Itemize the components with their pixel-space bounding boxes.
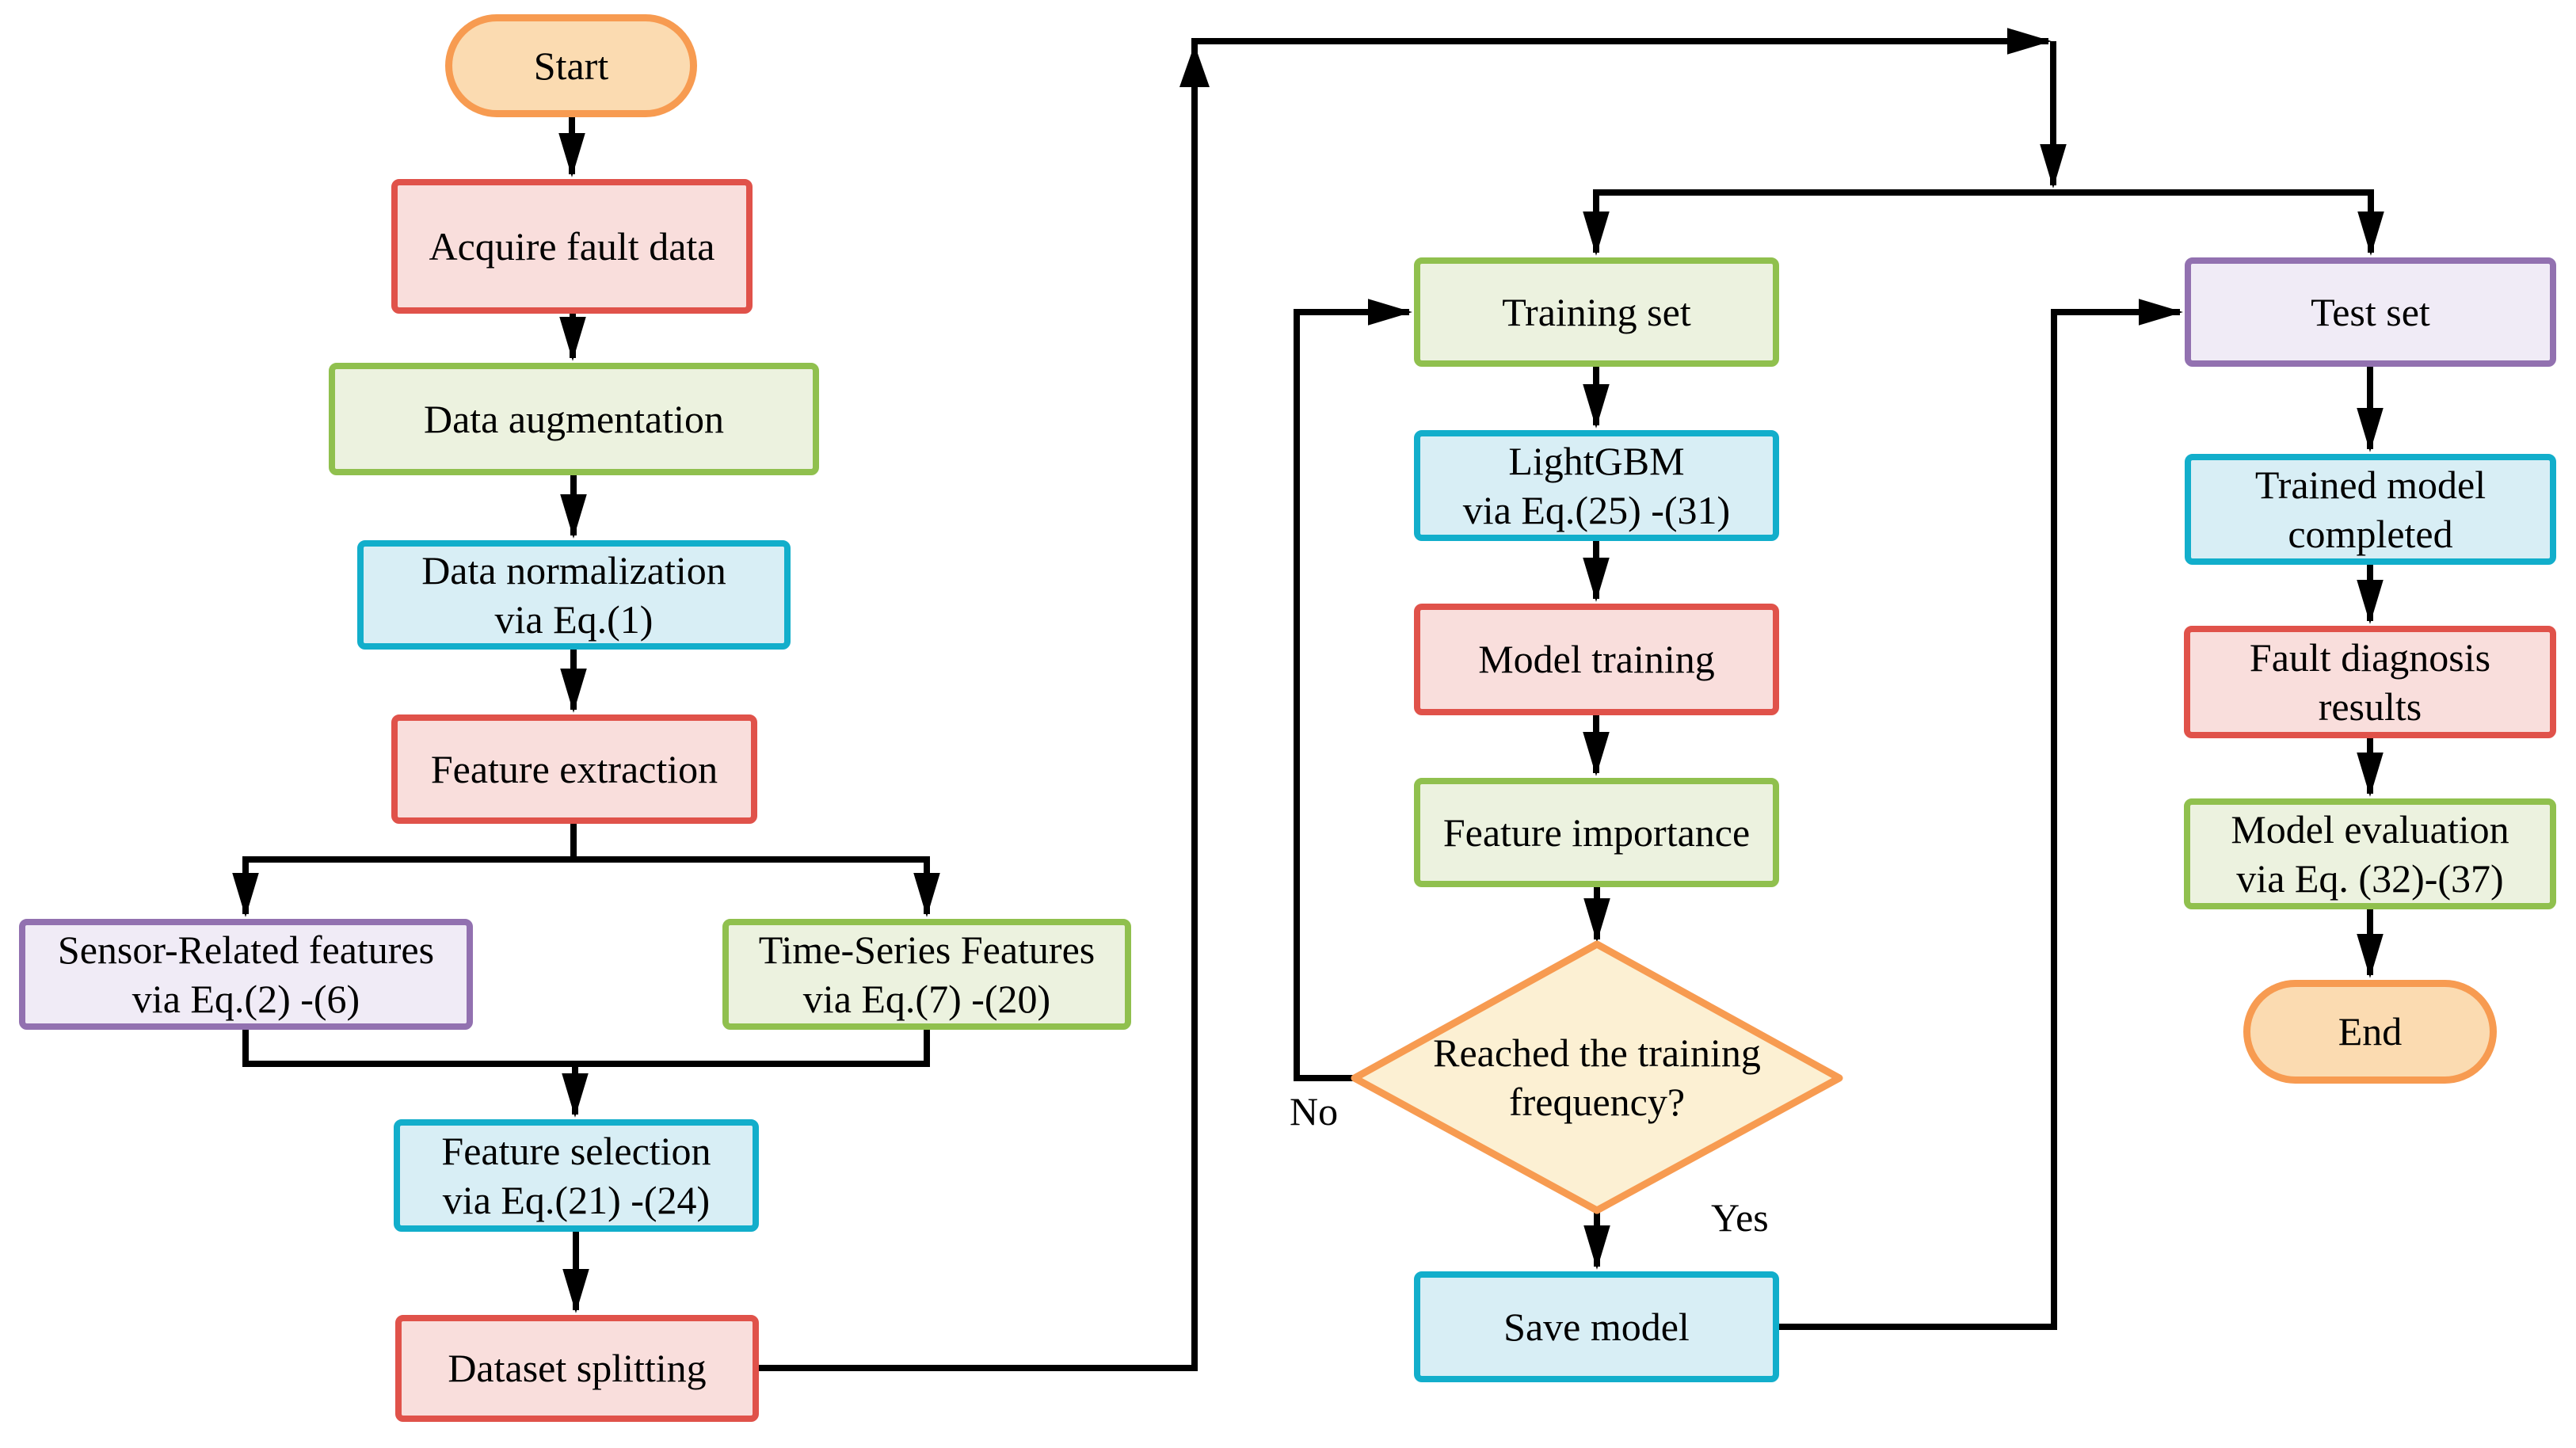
node-decision-reached-training-frequency: Reached the training frequency?: [1433, 1030, 1761, 1125]
node-model-training: Model training: [1414, 604, 1779, 715]
connectors: [232, 28, 2384, 1371]
node-feature-importance: Feature importance: [1414, 778, 1779, 887]
node-feature-selection: Feature selection via Eq.(21) -(24): [394, 1119, 759, 1232]
node-data-normalization: Data normalization via Eq.(1): [357, 540, 791, 650]
node-data-augmentation: Data augmentation: [329, 363, 819, 475]
route-save-to-test: [1779, 299, 2183, 1330]
node-test-set: Test set: [2185, 257, 2556, 367]
node-end: End: [2243, 980, 2497, 1084]
node-time-series-features: Time-Series Features via Eq.(7) -(20): [722, 919, 1131, 1030]
up-arrowhead: [1179, 44, 1210, 87]
node-trained-model-completed: Trained model completed: [2185, 454, 2556, 565]
node-lightgbm: LightGBM via Eq.(25) -(31): [1414, 430, 1779, 541]
node-model-evaluation: Model evaluation via Eq. (32)-(37): [2184, 798, 2556, 909]
node-start: Start: [445, 14, 697, 117]
node-save-model: Save model: [1414, 1271, 1779, 1382]
node-sensor-related-features: Sensor-Related features via Eq.(2) -(6): [19, 919, 473, 1030]
node-acquire-fault-data: Acquire fault data: [391, 179, 753, 314]
edge-label-yes: Yes: [1711, 1195, 1769, 1240]
edge-label-no: No: [1290, 1089, 1339, 1134]
decision-diamond-shape: [1351, 940, 1843, 1214]
route-no-loop: [1294, 299, 1412, 1081]
route-splitting-to-top: [759, 28, 2052, 1371]
node-training-set: Training set: [1414, 257, 1779, 367]
node-dataset-splitting: Dataset splitting: [395, 1315, 759, 1422]
node-fault-diagnosis-results: Fault diagnosis results: [2184, 626, 2556, 738]
node-feature-extraction: Feature extraction: [391, 714, 757, 824]
